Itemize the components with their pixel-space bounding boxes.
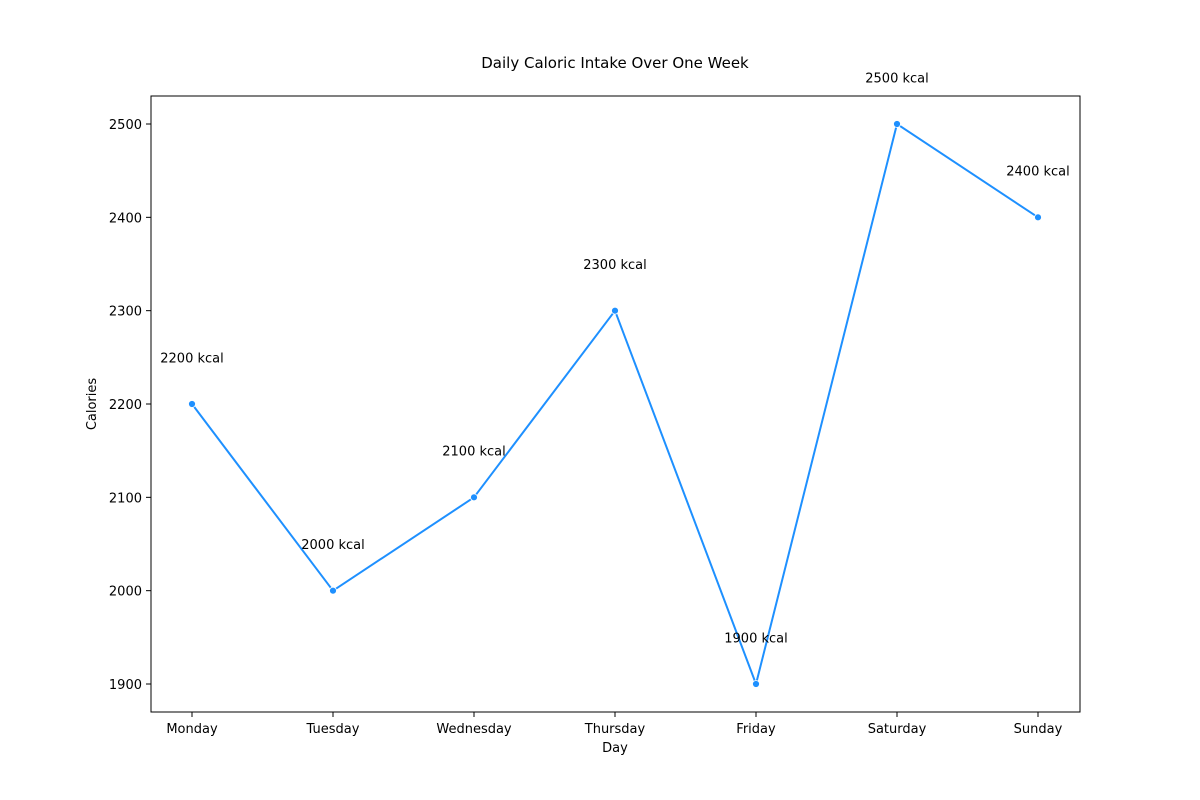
data-label: 2300 kcal <box>583 258 646 273</box>
y-tick-label: 2500 <box>109 118 142 133</box>
data-label: 1900 kcal <box>724 631 787 646</box>
x-tick-label: Tuesday <box>306 722 360 737</box>
data-point <box>752 680 760 688</box>
y-tick-label: 1900 <box>109 678 142 693</box>
y-tick-label: 2400 <box>109 211 142 226</box>
data-point <box>470 493 478 502</box>
data-label: 2100 kcal <box>442 445 505 460</box>
x-tick-label: Thursday <box>584 722 646 737</box>
y-tick-label: 2100 <box>109 491 142 506</box>
chart-title: Daily Caloric Intake Over One Week <box>481 54 749 72</box>
data-point <box>893 120 901 128</box>
x-tick-label: Saturday <box>868 722 927 737</box>
data-point <box>611 306 619 315</box>
data-label: 2000 kcal <box>301 538 364 553</box>
x-tick-label: Sunday <box>1014 722 1063 737</box>
x-tick-label: Monday <box>166 722 218 737</box>
y-tick-label: 2000 <box>109 585 142 600</box>
data-point <box>1034 213 1042 222</box>
x-tick-label: Friday <box>736 722 776 737</box>
y-axis-label: Calories <box>85 378 100 431</box>
y-tick-label: 2300 <box>109 305 142 320</box>
data-label: 2200 kcal <box>160 351 223 366</box>
plot-frame <box>150 95 1081 713</box>
y-tick-label: 2200 <box>109 398 142 413</box>
x-axis-label: Day <box>602 741 628 756</box>
plot-area: 1900 2000 2100 2200 2300 2400 2500 Monday Tuesda… <box>109 71 1070 737</box>
data-label: 2400 kcal <box>1006 165 1069 180</box>
data-label: 2500 kcal <box>865 71 928 86</box>
x-tick-label: Wednesday <box>436 722 512 737</box>
data-point <box>188 400 196 408</box>
data-point <box>329 586 337 595</box>
